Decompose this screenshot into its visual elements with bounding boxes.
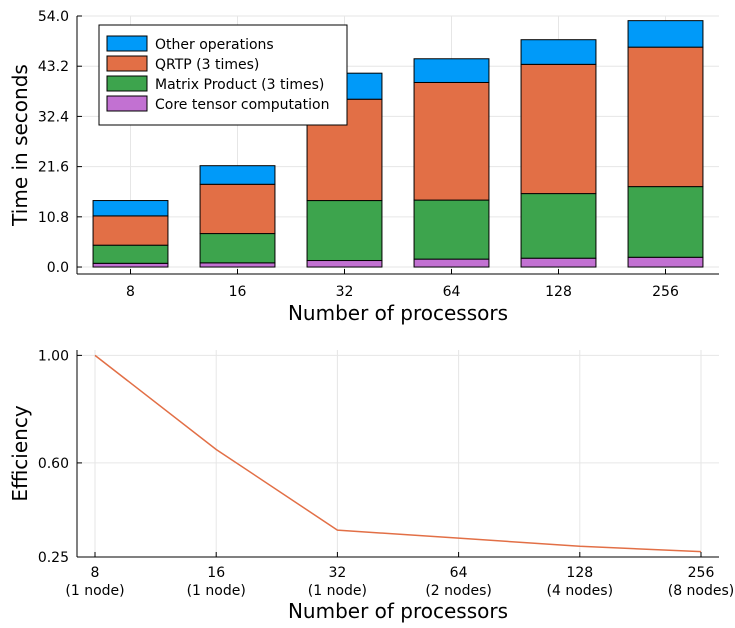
bar-segment [627, 20, 704, 48]
bar-segment [306, 200, 383, 262]
bottom-x-tick-sublabel: (8 nodes) [668, 583, 735, 599]
top-y-tick-label: 0.0 [47, 260, 69, 276]
bar-segment [92, 262, 169, 268]
top-y-tick-label: 21.6 [38, 160, 69, 176]
top-y-tick-label: 32.4 [38, 109, 69, 125]
bar-segment [199, 233, 276, 264]
bar-segment [413, 58, 490, 83]
bottom-x-tick-sublabel: (1 node) [187, 583, 246, 599]
top-x-axis-title: Number of processors [288, 301, 508, 325]
bar-segment [306, 260, 383, 268]
stacked-bar-chart: 8 16 32 64 128 256 0.0 10.8 21.6 32.4 43.2 54.0 Num… [8, 9, 719, 325]
bottom-x-tick-label: 16 [207, 565, 225, 581]
bar-segment [199, 183, 276, 235]
bottom-y-axis-title: Efficiency [8, 405, 32, 502]
legend-label: Core tensor computation [155, 97, 329, 113]
bottom-gridlines [77, 350, 719, 558]
legend: Other operations QRTP (3 times) Matrix Pro… [98, 24, 348, 126]
bottom-y-tick-label: 0.25 [38, 550, 69, 566]
legend-swatch [106, 55, 148, 72]
bar-segment [520, 193, 597, 259]
top-bars [92, 20, 704, 268]
bar-segment [627, 186, 704, 258]
bar-segment [413, 81, 490, 201]
efficiency-line-layer [94, 354, 702, 553]
bottom-x-tick-label: 8 [91, 565, 100, 581]
bottom-x-tick-sublabel: (1 node) [65, 583, 124, 599]
bar-segment [520, 257, 597, 268]
top-x-tick-label: 8 [126, 284, 135, 300]
bar-segment [92, 215, 169, 246]
bar-segment [413, 258, 490, 268]
bottom-x-axis-title: Number of processors [288, 599, 508, 623]
bottom-axes [76, 350, 719, 558]
top-y-tick-label: 10.8 [38, 210, 69, 226]
top-y-tick-label: 43.2 [38, 59, 69, 75]
efficiency-line-chart: 8 (1 node) 16 (1 node) 32 (1 node) 64 (2 nodes)… [8, 348, 734, 623]
bottom-x-tick-sublabel: (2 nodes) [425, 583, 492, 599]
top-y-axis-title: Time in seconds [8, 64, 32, 227]
top-axes [76, 16, 719, 275]
bottom-y-tick-label: 1.00 [38, 348, 69, 364]
efficiency-line [94, 354, 702, 553]
legend-label: Matrix Product (3 times) [155, 77, 324, 93]
legend-swatch [106, 35, 148, 52]
bar-segment [520, 63, 597, 195]
legend-swatch [106, 75, 148, 92]
bottom-x-tick-label: 256 [688, 565, 715, 581]
bottom-tick-labels: 8 (1 node) 16 (1 node) 32 (1 node) 64 (2 nodes)… [38, 348, 734, 599]
top-x-tick-label: 64 [443, 284, 461, 300]
bar-segment [413, 199, 490, 260]
bar-segment [627, 256, 704, 268]
bottom-x-tick-sublabel: (4 nodes) [547, 583, 614, 599]
legend-label: Other operations [155, 37, 274, 53]
bottom-x-tick-label: 128 [566, 565, 593, 581]
bar-segment [92, 244, 169, 264]
top-x-tick-label: 32 [336, 284, 354, 300]
bar-segment [92, 200, 169, 217]
bar-segment [627, 46, 704, 188]
legend-label: QRTP (3 times) [155, 57, 259, 73]
bar-segment [199, 262, 276, 268]
top-x-tick-label: 128 [545, 284, 572, 300]
bar-segment [199, 165, 276, 185]
bar-segment [520, 39, 597, 65]
top-x-tick-label: 16 [229, 284, 247, 300]
top-x-tick-label: 256 [652, 284, 679, 300]
bottom-x-tick-sublabel: (1 node) [308, 583, 367, 599]
bottom-y-tick-label: 0.60 [38, 456, 69, 472]
bottom-x-tick-label: 32 [328, 565, 346, 581]
legend-swatch [106, 95, 148, 112]
top-y-tick-label: 54.0 [38, 9, 69, 25]
bottom-x-tick-label: 64 [450, 565, 468, 581]
top-tick-labels: 8 16 32 64 128 256 0.0 10.8 21.6 32.4 43.2 54.0 [38, 9, 679, 300]
